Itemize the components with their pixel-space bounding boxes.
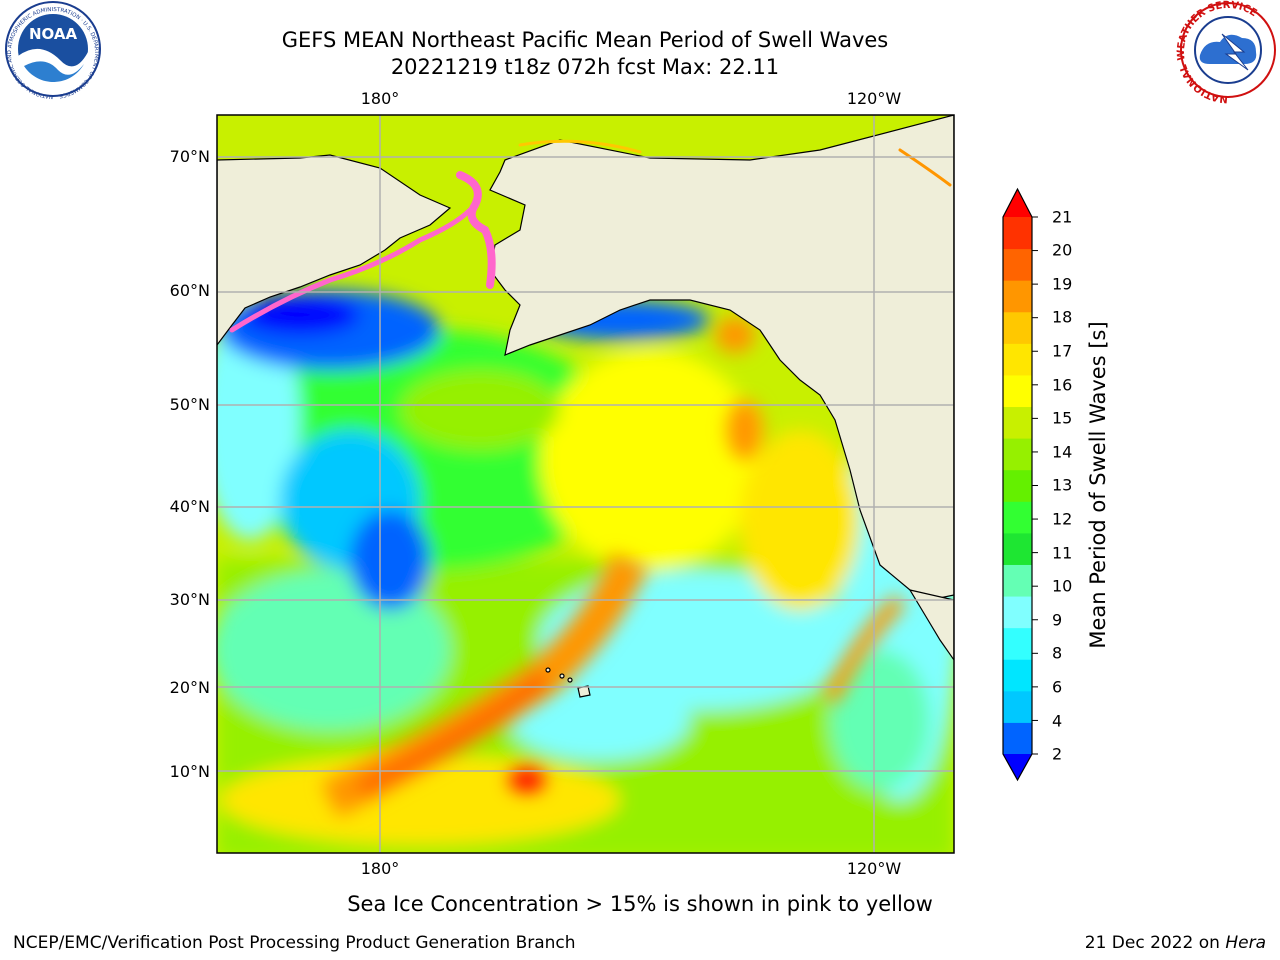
colorbar-segment [1003, 406, 1032, 439]
sea-ice-caption: Sea Ice Concentration > 15% is shown in … [347, 892, 933, 916]
footer-date: 21 Dec 2022 on Hera [1085, 933, 1266, 953]
lat-tick-50n: 50°N [169, 395, 210, 414]
colorbar-segment [1003, 532, 1032, 565]
colorbar-tick: 19 [1052, 274, 1073, 294]
lat-tick-40n: 40°N [169, 497, 210, 516]
colorbar-segment [1003, 469, 1032, 502]
colorbar-tick: 15 [1052, 408, 1073, 428]
colorbar-segment [1003, 248, 1032, 281]
colorbar-extend-low [1003, 754, 1032, 780]
colorbar-segment [1003, 501, 1032, 534]
colorbar-tick: 8 [1052, 643, 1063, 663]
colorbar-tick: 4 [1052, 711, 1063, 731]
noaa-logo-text: NOAA [29, 25, 78, 43]
colorbar-segment [1003, 438, 1032, 471]
colorbar-tick: 17 [1052, 341, 1073, 361]
lon-tick-bottom-120w: 120°W [846, 859, 902, 878]
colorbar-tick: 16 [1052, 375, 1073, 395]
colorbar-segment [1003, 217, 1032, 250]
colorbar [1002, 187, 1038, 782]
colorbar-segment [1003, 343, 1032, 376]
lon-tick-bottom-180: 180° [360, 859, 400, 878]
sea-ice [229, 139, 952, 333]
colorbar-segment [1003, 280, 1032, 313]
colorbar-tick: 21 [1052, 207, 1073, 227]
lat-tick-20n: 20°N [169, 678, 210, 697]
map-frame [216, 114, 955, 854]
colorbar-segment [1003, 659, 1032, 692]
colorbar-extend-high [1003, 189, 1032, 217]
map-area [217, 115, 954, 853]
colorbar-segment [1003, 627, 1032, 660]
graticule [217, 115, 954, 853]
colorbar-tick: 20 [1052, 240, 1073, 260]
colorbar-segment [1003, 311, 1032, 344]
colorbar-segment [1003, 596, 1032, 629]
lat-tick-70n: 70°N [169, 147, 210, 166]
colorbar-tick: 9 [1052, 610, 1063, 630]
colorbar-segment [1003, 690, 1032, 723]
footer-credit: NCEP/EMC/Verification Post Processing Pr… [13, 933, 576, 953]
colorbar-segment [1003, 374, 1032, 408]
colorbar-tick: 2 [1052, 744, 1063, 764]
lon-tick-top-120w: 120°W [846, 89, 902, 108]
lat-tick-10n: 10°N [169, 762, 210, 781]
colorbar-tick: 14 [1052, 442, 1073, 462]
nws-logo: NATIONAL WEATHER SERVICE [1176, 0, 1276, 104]
footer-date-text: 21 Dec 2022 on [1084, 933, 1226, 953]
colorbar-tick: 10 [1052, 576, 1073, 596]
chart-subtitle: 20221219 t18z 072h fcst Max: 22.11 [390, 55, 780, 79]
noaa-logo: NOAA NATIONAL OCEANIC AND ATMOSPHERIC AD… [5, 1, 101, 99]
chart-title: GEFS MEAN Northeast Pacific Mean Period … [281, 28, 889, 52]
land [217, 115, 954, 698]
colorbar-tick: 11 [1052, 543, 1073, 563]
lon-tick-top-180: 180° [360, 89, 400, 108]
lat-tick-30n: 30°N [169, 590, 210, 609]
colorbar-tick: 12 [1052, 509, 1073, 529]
colorbar-tick: 18 [1052, 307, 1073, 327]
colorbar-label: Mean Period of Swell Waves [s] [1086, 321, 1110, 649]
colorbar-tick: 6 [1052, 677, 1063, 697]
colorbar-segment [1003, 564, 1032, 597]
colorbar-tick: 13 [1052, 475, 1073, 495]
colorbar-segment [1003, 722, 1032, 755]
footer-host: Hera [1225, 933, 1266, 953]
lat-tick-60n: 60°N [169, 281, 210, 300]
